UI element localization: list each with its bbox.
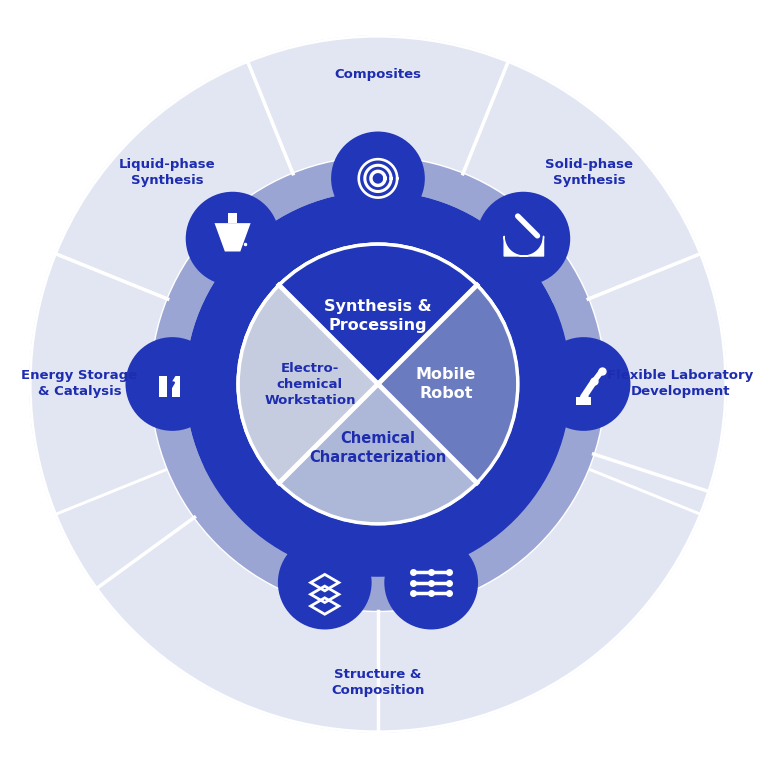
- Wedge shape: [238, 285, 378, 483]
- Wedge shape: [30, 253, 167, 515]
- Wedge shape: [151, 157, 604, 611]
- Wedge shape: [378, 285, 518, 483]
- Text: Flexible Laboratory
Development: Flexible Laboratory Development: [607, 369, 753, 399]
- Circle shape: [238, 244, 518, 524]
- Text: Solid-phase
Synthesis: Solid-phase Synthesis: [545, 158, 633, 187]
- Bar: [576, 397, 591, 405]
- Wedge shape: [279, 384, 477, 524]
- Bar: [160, 376, 167, 397]
- Wedge shape: [279, 244, 477, 384]
- Text: Synthesis &
Processing: Synthesis & Processing: [324, 300, 432, 333]
- Circle shape: [30, 36, 726, 732]
- Wedge shape: [588, 253, 726, 515]
- Text: Chemical
Characterization: Chemical Characterization: [310, 432, 446, 465]
- Wedge shape: [463, 61, 700, 299]
- Circle shape: [384, 536, 478, 630]
- Wedge shape: [238, 285, 378, 483]
- Wedge shape: [279, 244, 477, 384]
- Text: Energy Storage
& Catalysis: Energy Storage & Catalysis: [22, 369, 137, 399]
- Text: Composites: Composites: [335, 68, 422, 81]
- Polygon shape: [214, 223, 250, 251]
- Circle shape: [238, 244, 518, 524]
- Circle shape: [331, 131, 425, 225]
- Text: Structure &
Composition: Structure & Composition: [331, 668, 425, 697]
- Text: Electro-
chemical
Workstation: Electro- chemical Workstation: [264, 362, 356, 406]
- Bar: [228, 213, 237, 223]
- Wedge shape: [279, 384, 477, 524]
- Circle shape: [155, 161, 601, 607]
- Wedge shape: [55, 61, 293, 299]
- Circle shape: [185, 191, 571, 577]
- Circle shape: [186, 192, 280, 286]
- Bar: [172, 376, 180, 397]
- Circle shape: [537, 337, 631, 431]
- Circle shape: [125, 337, 219, 431]
- Wedge shape: [248, 36, 508, 174]
- Text: Liquid-phase
Synthesis: Liquid-phase Synthesis: [118, 158, 215, 187]
- Circle shape: [278, 536, 372, 630]
- Text: Mobile
Robot: Mobile Robot: [415, 367, 476, 401]
- Wedge shape: [55, 469, 700, 732]
- Wedge shape: [378, 285, 518, 483]
- Circle shape: [476, 192, 570, 286]
